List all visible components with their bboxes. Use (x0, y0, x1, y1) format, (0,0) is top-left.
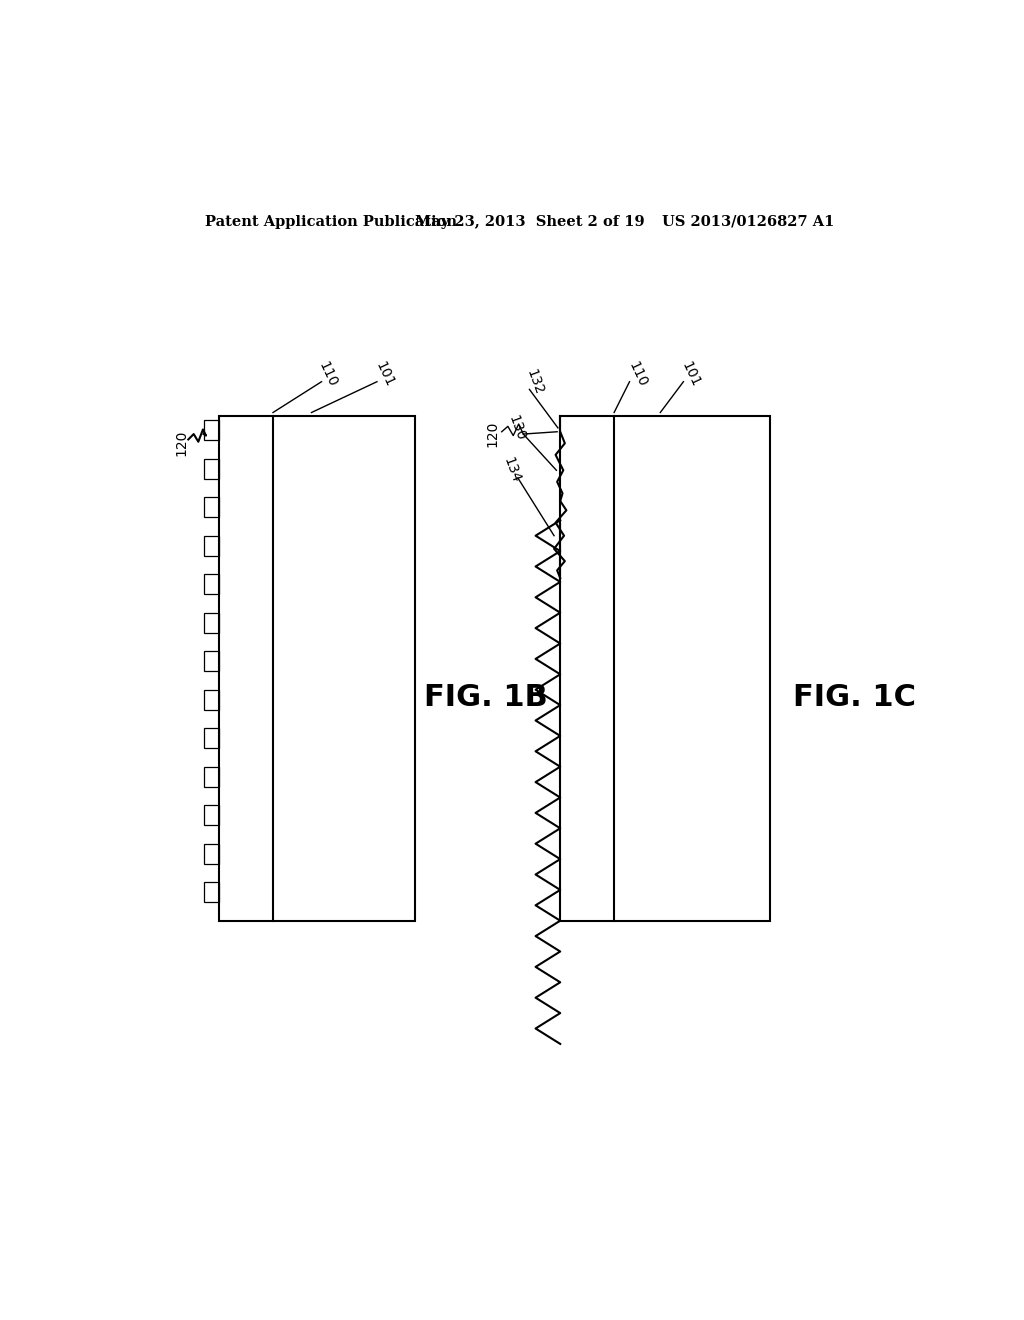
Text: 101: 101 (373, 359, 396, 389)
Text: US 2013/0126827 A1: US 2013/0126827 A1 (662, 215, 835, 228)
Text: 130: 130 (506, 413, 528, 442)
Text: Patent Application Publication: Patent Application Publication (205, 215, 458, 228)
Text: 120: 120 (174, 430, 188, 457)
Text: FIG. 1C: FIG. 1C (793, 682, 915, 711)
Text: 110: 110 (626, 359, 649, 389)
Text: 110: 110 (315, 359, 340, 389)
Text: May 23, 2013  Sheet 2 of 19: May 23, 2013 Sheet 2 of 19 (416, 215, 645, 228)
Text: 132: 132 (523, 367, 546, 396)
Text: 134: 134 (501, 455, 523, 484)
Text: FIG. 1B: FIG. 1B (424, 682, 548, 711)
Text: 101: 101 (679, 359, 703, 389)
Text: 120: 120 (485, 421, 500, 447)
